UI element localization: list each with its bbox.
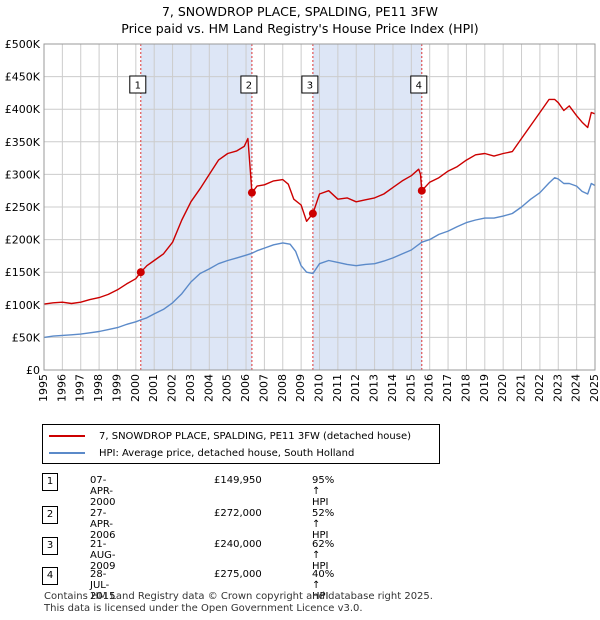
x-tick-label: 1996 <box>55 374 68 402</box>
sale-price: £240,000 <box>214 539 262 550</box>
x-tick-label: 2004 <box>202 374 215 402</box>
x-tick-label: 1999 <box>110 374 123 402</box>
y-tick-label: £50K <box>12 331 41 344</box>
legend-label-hpi: HPI: Average price, detached house, Sout… <box>99 447 355 459</box>
legend-swatch-property <box>49 435 85 437</box>
y-tick-label: £350K <box>5 136 41 149</box>
sale-number-badge: 1 <box>42 473 58 491</box>
x-tick-label: 2009 <box>294 374 307 402</box>
y-tick-label: £500K <box>5 38 41 51</box>
sale-price: £272,000 <box>214 508 262 519</box>
sale-marker-box <box>129 75 147 94</box>
sale-hpi-change: 52% ↑ HPI <box>312 508 335 541</box>
hpi-line <box>43 177 596 339</box>
sale-point <box>136 268 145 277</box>
x-tick-label: 2019 <box>478 374 491 402</box>
y-tick-label: £200K <box>5 234 41 247</box>
y-tick-label: £0 <box>26 364 40 377</box>
x-tick-label: 2006 <box>239 374 252 402</box>
legend-swatch-hpi <box>49 452 85 454</box>
series-layer <box>43 98 596 339</box>
x-tick-label: 2012 <box>349 374 362 402</box>
plot-frame <box>43 43 596 371</box>
x-tick-label: 2011 <box>331 374 344 402</box>
x-tick-label: 1998 <box>92 374 105 402</box>
sale-hpi-change: 62% ↑ HPI <box>312 539 335 572</box>
sale-point <box>308 209 317 218</box>
sale-number-badge: 3 <box>42 537 58 555</box>
grid-layer <box>43 43 596 371</box>
y-tick-label: £100K <box>5 299 41 312</box>
label-layer: 1 2 3 4 <box>129 75 428 94</box>
sale-date: 21-AUG-2009 <box>90 539 116 572</box>
price-chart: 1 2 3 4 £0 £50K £100K £150K £200K £250K £300K £350… <box>5 38 600 402</box>
sale-price: £275,000 <box>214 569 262 580</box>
y-tick-label: £150K <box>5 266 41 279</box>
x-tick-label: 2008 <box>276 374 289 402</box>
property-price-line <box>43 98 596 305</box>
marker-layer <box>136 186 426 277</box>
x-tick-label: 2016 <box>423 374 436 402</box>
chart-legend: 7, SNOWDROP PLACE, SPALDING, PE11 3FW (d… <box>42 424 440 464</box>
sale-date: 27-APR-2006 <box>90 508 116 541</box>
x-tick-label: 2014 <box>386 374 399 402</box>
y-tick-label: £300K <box>5 168 41 181</box>
sale-date: 07-APR-2000 <box>90 475 116 508</box>
x-tick-label: 1997 <box>74 374 87 402</box>
x-tick-label: 2001 <box>147 374 160 402</box>
legend-label-property: 7, SNOWDROP PLACE, SPALDING, PE11 3FW (d… <box>99 430 412 442</box>
sale-point <box>247 188 256 197</box>
x-tick-label: 2023 <box>551 374 564 402</box>
x-tick-label: 2021 <box>515 374 528 402</box>
chart-subtitle: Price paid vs. HM Land Registry's House … <box>121 21 479 36</box>
x-tick-label: 2017 <box>441 374 454 402</box>
x-tick-label: 2002 <box>166 374 179 402</box>
x-tick-label: 2022 <box>533 374 546 402</box>
chart-title: 7, SNOWDROP PLACE, SPALDING, PE11 3FW <box>161 4 439 19</box>
sale-date: 28-JUL-2015 <box>90 569 116 602</box>
x-tick-label: 2024 <box>570 374 583 402</box>
x-tick-label: 2020 <box>496 374 509 402</box>
sale-hpi-change: 95% ↑ HPI <box>312 475 335 508</box>
axis-layer: £0 £50K £100K £150K £200K £250K £300K £350K £400… <box>5 38 600 402</box>
x-tick-label: 1995 <box>37 374 50 402</box>
sale-number-badge: 4 <box>42 567 58 585</box>
footer-copyright: Contains HM Land Registry data © Crown c… <box>44 591 433 602</box>
sale-marker-label: 3 <box>307 81 313 92</box>
sale-point <box>417 186 426 195</box>
sale-hpi-change: 40% ↑ HPI <box>312 569 335 602</box>
sale-number-badge: 2 <box>42 506 58 524</box>
sale-marker-label: 4 <box>416 81 422 92</box>
sale-marker-box <box>240 75 258 94</box>
x-tick-label: 2003 <box>184 374 197 402</box>
x-tick-label: 2025 <box>588 374 600 402</box>
x-tick-label: 2000 <box>129 374 142 402</box>
x-tick-label: 2018 <box>459 374 472 402</box>
sale-marker-label: 1 <box>135 81 141 92</box>
x-tick-label: 2015 <box>404 374 417 402</box>
y-tick-label: £250K <box>5 201 41 214</box>
sale-marker-box <box>301 75 319 94</box>
y-tick-label: £400K <box>5 103 41 116</box>
footer-license: This data is licensed under the Open Gov… <box>44 603 363 614</box>
sale-marker-box <box>410 75 428 94</box>
x-tick-label: 2005 <box>221 374 234 402</box>
legend-item-hpi: HPI: Average price, detached house, Sout… <box>49 445 354 461</box>
x-tick-label: 2007 <box>257 374 270 402</box>
x-tick-label: 2013 <box>368 374 381 402</box>
y-tick-label: £450K <box>5 71 41 84</box>
sale-marker-label: 2 <box>246 81 252 92</box>
sale-price: £149,950 <box>214 475 262 486</box>
x-tick-label: 2010 <box>313 374 326 402</box>
legend-item-property: 7, SNOWDROP PLACE, SPALDING, PE11 3FW (d… <box>49 428 411 444</box>
